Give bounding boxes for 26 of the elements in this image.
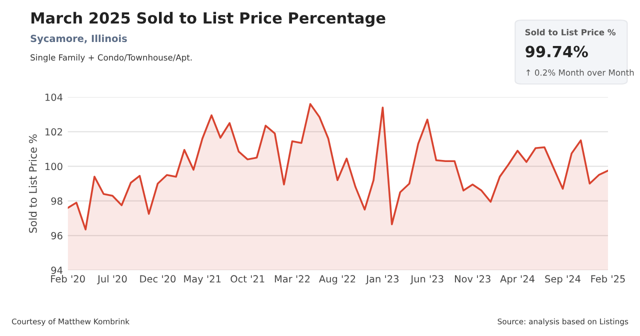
x-tick-label: Sep '24 — [545, 275, 580, 284]
y-axis-title: Sold to List Price % — [28, 134, 37, 233]
text: Sold to List Price % — [525, 28, 616, 36]
y-tick-label: 104 — [45, 94, 62, 101]
y-tick-label: 96 — [51, 232, 62, 240]
x-tick-label: May '21 — [184, 275, 221, 284]
y-tick-label: 94 — [51, 266, 62, 274]
x-tick-label: Jun '23 — [410, 275, 444, 284]
x-tick-label: Dec '20 — [140, 275, 176, 283]
y-tick-label: 98 — [51, 197, 62, 205]
x-tick-label: Oct '21 — [230, 275, 264, 283]
x-tick-label: Apr '24 — [500, 275, 534, 284]
x-tick-label: Jan '23 — [366, 275, 398, 284]
x-tick-label: Nov '23 — [454, 275, 490, 283]
x-tick-label: Jul '20 — [97, 275, 127, 284]
x-tick-label: Feb '20 — [51, 275, 85, 283]
text: 99.74% — [526, 46, 588, 58]
text: ↑ 0.2% Month over Month — [526, 69, 634, 76]
chart-subtitle: Sycamore, Illinois — [30, 34, 127, 44]
chart-title: March 2025 Sold to List Price Percentage — [31, 12, 386, 27]
y-tick-label: 100 — [45, 162, 62, 170]
y-tick-label: 102 — [45, 128, 62, 136]
text: Single Family + Condo/Townhouse/Apt. — [30, 54, 192, 62]
x-tick-label: Feb '25 — [591, 275, 625, 283]
x-tick-label: Aug '22 — [318, 275, 356, 284]
x-tick-label: Mar '22 — [274, 275, 310, 283]
